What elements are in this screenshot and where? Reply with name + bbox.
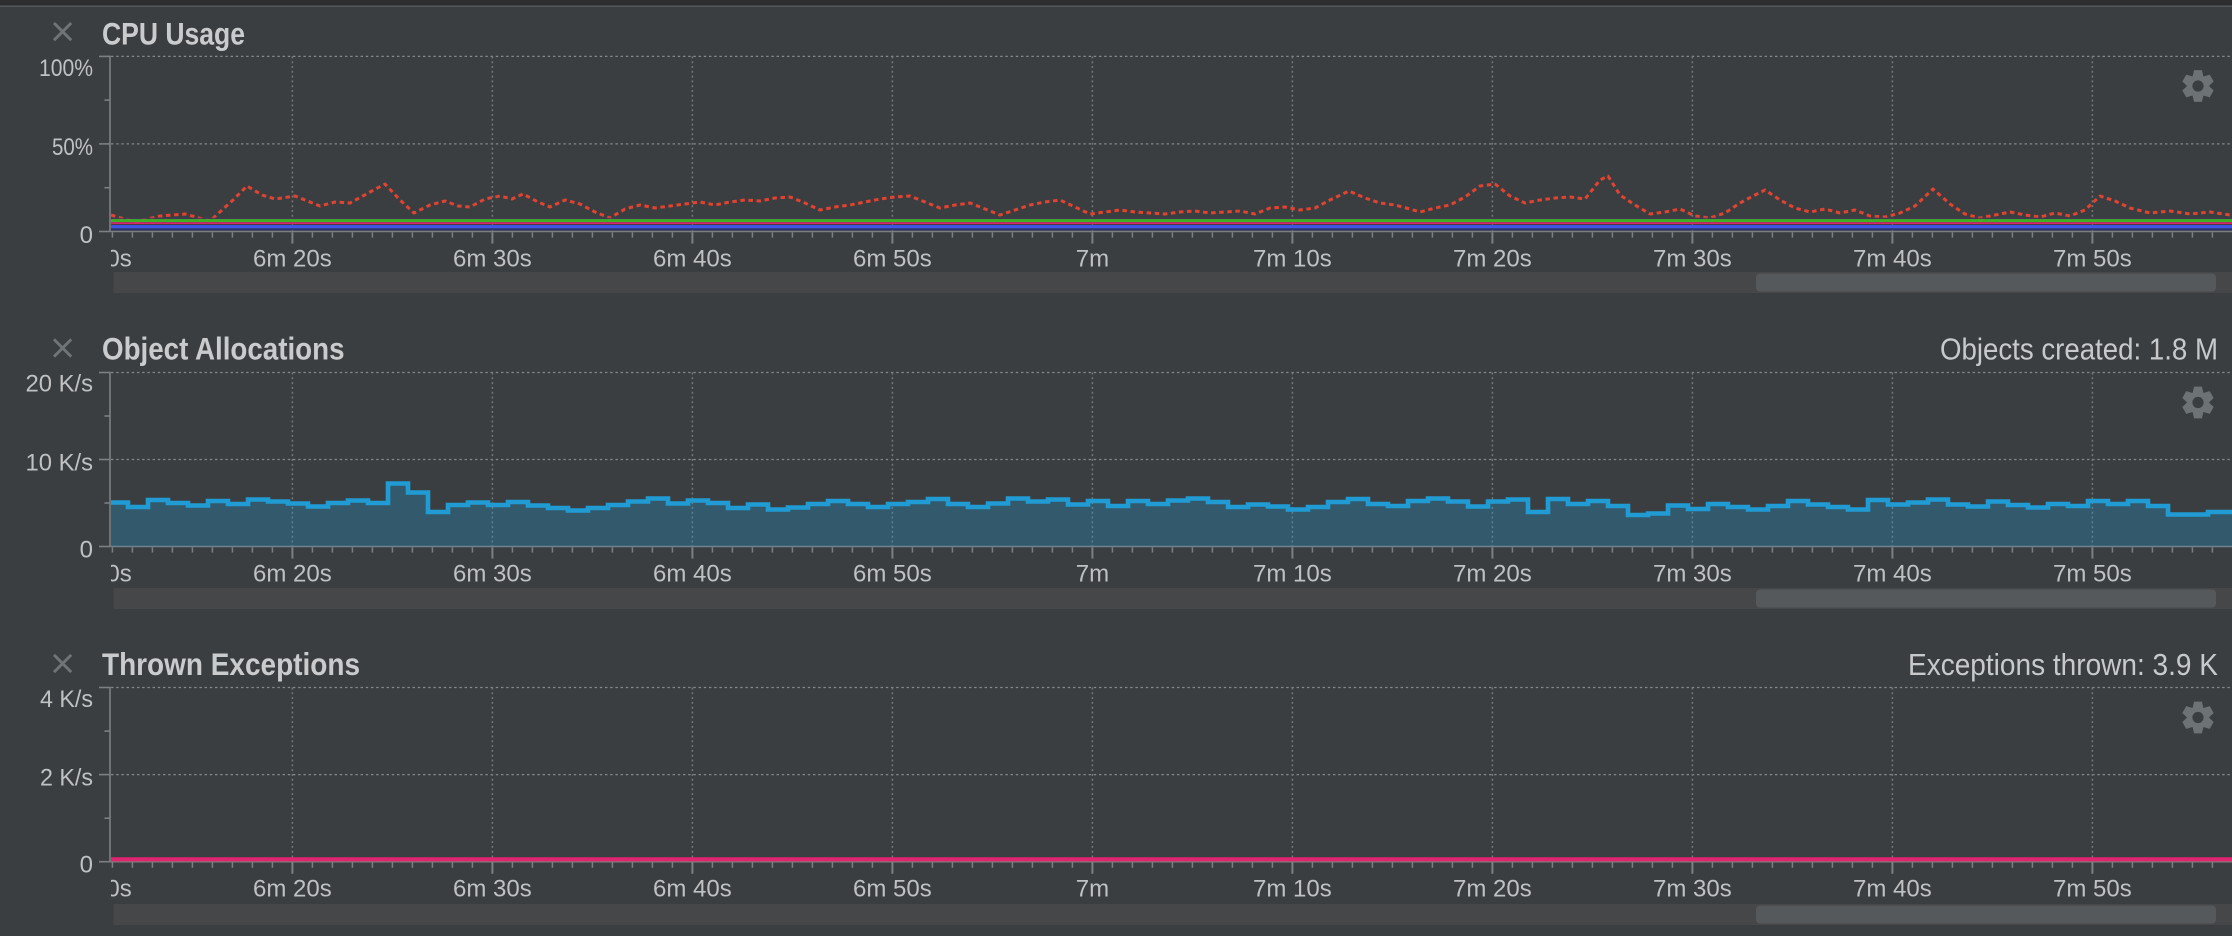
svg-text:7m 30s: 7m 30s	[1653, 245, 1732, 272]
svg-text:0: 0	[80, 222, 93, 249]
svg-text:7m 20s: 7m 20s	[1453, 876, 1532, 903]
svg-text:7m: 7m	[1076, 876, 1109, 903]
svg-text:6m 20s: 6m 20s	[253, 560, 332, 587]
svg-text:6m 10s: 6m 10s	[53, 876, 132, 903]
svg-text:6m 50s: 6m 50s	[853, 560, 932, 587]
svg-text:CPU Usage: CPU Usage	[102, 16, 245, 52]
svg-text:7m 50s: 7m 50s	[2053, 876, 2132, 903]
svg-text:0: 0	[80, 852, 93, 879]
svg-text:6m 10s: 6m 10s	[53, 560, 132, 587]
svg-text:7m 10s: 7m 10s	[1253, 245, 1332, 272]
svg-text:7m 50s: 7m 50s	[2053, 560, 2132, 587]
svg-text:0: 0	[80, 537, 93, 564]
svg-text:7m 20s: 7m 20s	[1453, 245, 1532, 272]
svg-text:7m 10s: 7m 10s	[1253, 876, 1332, 903]
svg-text:Thrown Exceptions: Thrown Exceptions	[102, 646, 360, 682]
svg-text:100%: 100%	[39, 55, 93, 82]
svg-text:7m 50s: 7m 50s	[2053, 245, 2132, 272]
svg-text:6m 40s: 6m 40s	[653, 876, 732, 903]
svg-text:7m: 7m	[1076, 560, 1109, 587]
svg-text:10 K/s: 10 K/s	[26, 450, 94, 477]
svg-text:50%: 50%	[52, 134, 93, 161]
svg-text:7m 30s: 7m 30s	[1653, 876, 1732, 903]
svg-text:7m 30s: 7m 30s	[1653, 560, 1732, 587]
svg-text:7m 40s: 7m 40s	[1853, 560, 1932, 587]
svg-text:2 K/s: 2 K/s	[40, 765, 93, 792]
svg-text:7m 20s: 7m 20s	[1453, 560, 1532, 587]
svg-text:20 K/s: 20 K/s	[26, 371, 94, 398]
svg-text:6m 10s: 6m 10s	[53, 245, 132, 272]
svg-text:6m 50s: 6m 50s	[853, 876, 932, 903]
svg-text:6m 30s: 6m 30s	[453, 876, 532, 903]
svg-text:6m 20s: 6m 20s	[253, 876, 332, 903]
svg-text:7m 40s: 7m 40s	[1853, 245, 1932, 272]
svg-text:Object Allocations: Object Allocations	[102, 331, 345, 367]
svg-text:Objects created: 1.8 M: Objects created: 1.8 M	[1940, 332, 2218, 367]
svg-text:6m 30s: 6m 30s	[453, 560, 532, 587]
svg-text:Exceptions thrown: 3.9 K: Exceptions thrown: 3.9 K	[1908, 647, 2218, 682]
svg-text:7m: 7m	[1076, 245, 1109, 272]
svg-text:6m 40s: 6m 40s	[653, 245, 732, 272]
svg-text:7m 10s: 7m 10s	[1253, 560, 1332, 587]
svg-text:6m 20s: 6m 20s	[253, 245, 332, 272]
svg-text:6m 30s: 6m 30s	[453, 245, 532, 272]
svg-text:4 K/s: 4 K/s	[40, 686, 93, 713]
svg-text:6m 40s: 6m 40s	[653, 560, 732, 587]
svg-text:7m 40s: 7m 40s	[1853, 876, 1932, 903]
svg-text:6m 50s: 6m 50s	[853, 245, 932, 272]
